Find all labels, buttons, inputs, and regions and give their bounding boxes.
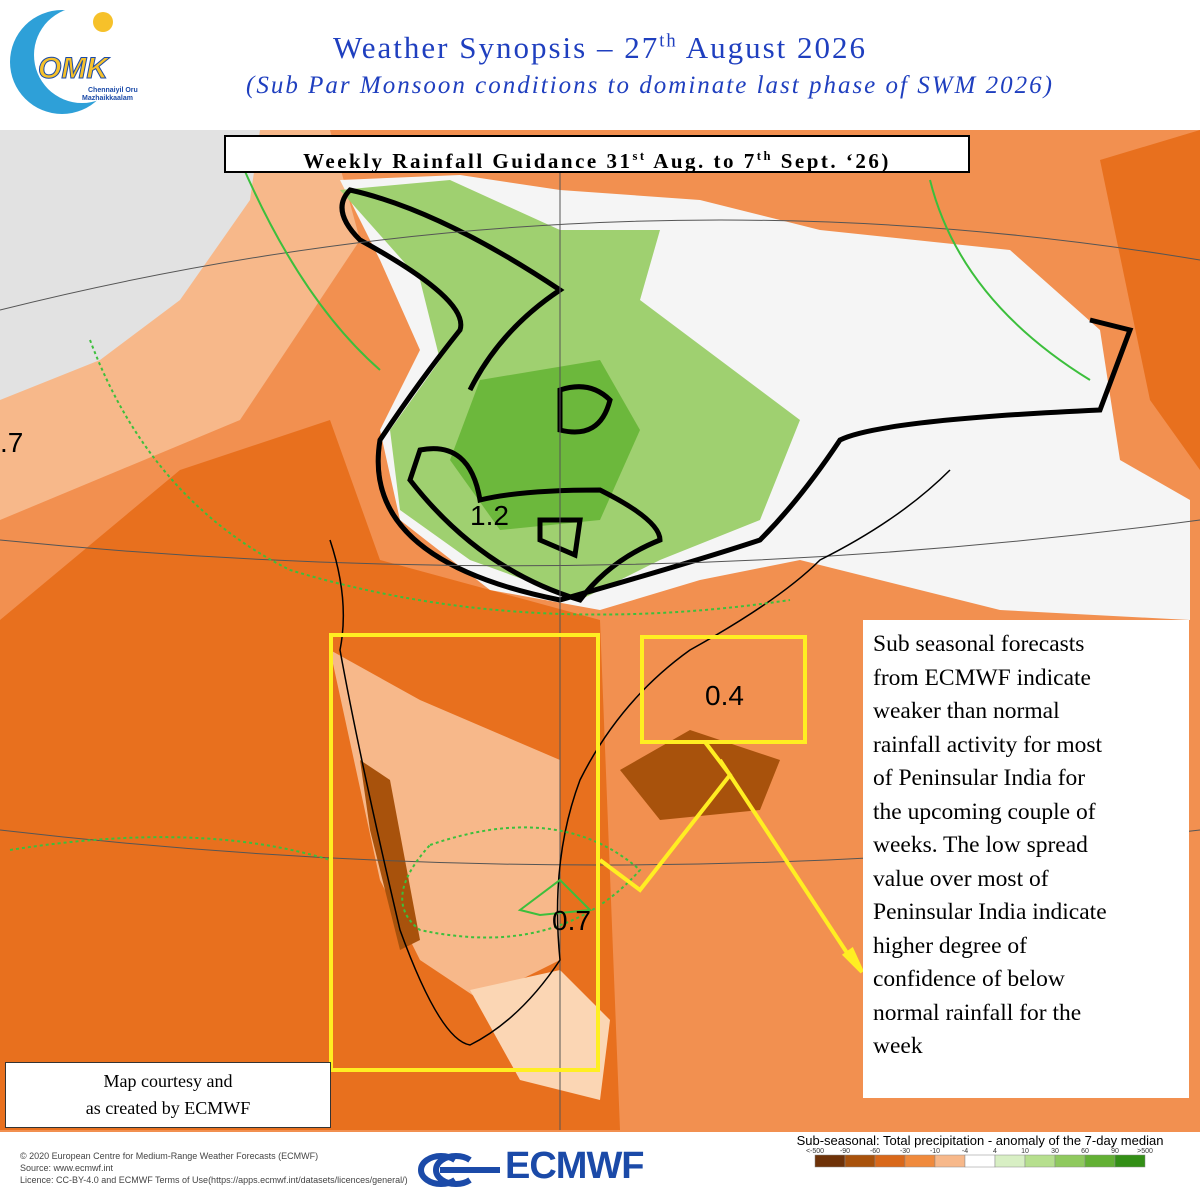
legend-label: -10 — [930, 1148, 940, 1155]
text-line: confidence of below — [873, 966, 1065, 992]
legend-swatch — [994, 1154, 1026, 1168]
dotted-contour — [9, 339, 791, 939]
footer-text: Source: www.ecmwf.int — [20, 1163, 114, 1173]
text-line: Map courtesy and — [103, 1071, 233, 1091]
legend-swatch — [1024, 1154, 1056, 1168]
bay-dry — [620, 730, 780, 820]
legend-swatch — [964, 1154, 996, 1168]
annotation: Sub seasonal forecasts from ECMWF indicat… — [863, 620, 1189, 1098]
logo: OMK Chennaiyil Oru Mazhaikkaalam — [10, 7, 138, 114]
logo-text: Mazhaikkaalam — [82, 95, 133, 102]
contour — [339, 187, 1134, 603]
guidance-sup: st — [632, 149, 647, 163]
logo-text: Chennaiyil Oru — [88, 87, 138, 94]
south-box — [329, 633, 600, 1072]
map-label: 0.7 — [552, 905, 591, 936]
lanka-light — [470, 970, 610, 1100]
legend-swatch — [1054, 1154, 1086, 1168]
text-line: of Peninsular India for — [873, 765, 1086, 791]
text-line: rainfall activity for most — [873, 731, 1103, 758]
text-line: Peninsular India indicate — [873, 899, 1107, 925]
east-orange — [1100, 130, 1200, 470]
green-contour — [239, 159, 1091, 917]
grey-area — [0, 130, 260, 400]
dark-green — [450, 360, 640, 530]
subtitle: (Sub Par Monsoon conditions to dominate … — [246, 72, 1054, 99]
guidance-text: Sept. ‘26) — [773, 149, 891, 173]
legend-label: 60 — [1081, 1148, 1089, 1155]
brand: ECMWF — [505, 1145, 645, 1187]
legend-label: 4 — [993, 1148, 997, 1155]
footer-text: © 2020 European Centre for Medium-Range … — [20, 1151, 319, 1161]
map-label: .7 — [0, 427, 23, 458]
map-label: 0.4 — [705, 680, 744, 711]
legend-swatch — [844, 1154, 876, 1168]
title-sup: th — [659, 30, 678, 52]
text-line: weeks. The low spread — [873, 832, 1088, 858]
east-box — [640, 635, 807, 744]
text-line: value over most of — [873, 865, 1049, 892]
legend-swatch — [1084, 1154, 1116, 1168]
legend-label: 30 — [1051, 1148, 1059, 1155]
legend-swatch — [934, 1154, 966, 1168]
legend-label: >500 — [1137, 1148, 1153, 1155]
legend-swatch — [874, 1154, 906, 1168]
plateau — [330, 650, 560, 1000]
logo-sun — [93, 12, 113, 32]
legend-label: -30 — [900, 1148, 910, 1155]
text-line: higher degree of — [873, 932, 1027, 959]
legend-swatch — [904, 1154, 936, 1168]
legend-label: -60 — [870, 1148, 880, 1155]
legend-label: 90 — [1111, 1148, 1119, 1155]
footer: © 2020 European Centre for Medium-Range … — [20, 1150, 408, 1186]
guidance-text: Weekly Rainfall Guidance 31 — [303, 149, 633, 173]
legend-swatch — [1114, 1154, 1146, 1168]
text-line: Sub seasonal forecasts — [873, 631, 1085, 657]
brand-icon — [418, 1153, 500, 1187]
credit: Map courtesy and as created by ECMWF — [5, 1062, 331, 1128]
ghats — [360, 760, 420, 950]
arrow-head — [841, 946, 864, 974]
legend-title: Sub-seasonal: Total precipitation - anom… — [796, 1133, 1164, 1148]
arrow — [598, 740, 857, 967]
text-line: week — [873, 1033, 923, 1059]
logo-mark: OMK — [38, 52, 110, 85]
legend-label: 10 — [1021, 1148, 1029, 1155]
map-label: 1.2 — [470, 500, 509, 531]
title-text: Weather Synopsis – 27 — [332, 30, 660, 65]
footer-text: Licence: CC-BY-4.0 and ECMWF Terms of Us… — [20, 1175, 408, 1185]
text-line: as created by ECMWF — [85, 1098, 251, 1118]
text-line: weaker than normal — [873, 698, 1060, 724]
legend-label: <-500 — [806, 1148, 824, 1155]
guidance-text: Aug. to 7 — [646, 149, 757, 173]
guidance-sup: th — [756, 149, 773, 163]
legend-swatch — [814, 1154, 846, 1168]
coastline — [329, 469, 951, 1046]
title: Weather Synopsis – 27th August 2026 — [0, 30, 1200, 66]
text-line: normal rainfall for the — [873, 999, 1082, 1026]
title-text: August 2026 — [677, 30, 868, 65]
legend-label: -90 — [840, 1148, 850, 1155]
text-line: from ECMWF indicate — [873, 664, 1091, 691]
guidance-box: Weekly Rainfall Guidance 31st Aug. to 7t… — [224, 135, 970, 173]
legend: <-500 -90 -60 -30 -10 -4 4 10 30 60 90 >500 — [418, 1148, 1153, 1187]
text-line: the upcoming couple of — [873, 798, 1096, 825]
legend-label: -4 — [962, 1148, 968, 1155]
